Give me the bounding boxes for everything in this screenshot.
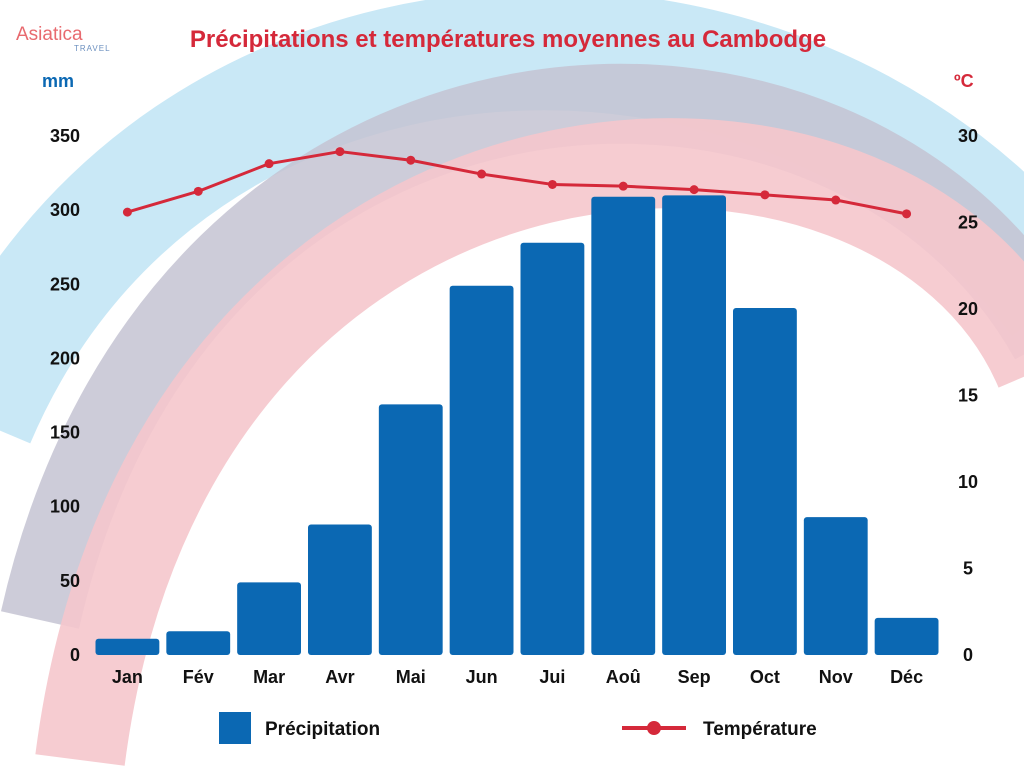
x-tick-label: Oct	[750, 667, 780, 687]
precipitation-bar[interactable]	[520, 242, 585, 655]
left-tick-label: 150	[50, 423, 80, 443]
precipitation-bar[interactable]	[237, 582, 301, 655]
left-axis-unit: mm	[42, 71, 74, 91]
temperature-point[interactable]	[902, 209, 912, 219]
x-tick-label: Nov	[819, 667, 853, 687]
x-tick-label: Mar	[253, 667, 285, 687]
right-tick-label: 0	[963, 645, 973, 665]
x-tick-label: Jun	[466, 667, 498, 687]
precipitation-bar[interactable]	[803, 517, 868, 655]
temperature-point[interactable]	[122, 207, 132, 217]
x-tick-label: Avr	[325, 667, 354, 687]
temperature-point[interactable]	[193, 186, 203, 196]
x-tick-label: Jan	[112, 667, 143, 687]
temperature-point[interactable]	[760, 190, 770, 200]
right-tick-label: 10	[958, 472, 978, 492]
chart-title: Précipitations et températures moyennes …	[190, 26, 826, 53]
left-tick-label: 300	[50, 200, 80, 220]
temperature-point[interactable]	[547, 179, 557, 189]
temperature-point[interactable]	[689, 185, 699, 195]
x-tick-label: Sep	[678, 667, 711, 687]
precipitation-bar[interactable]	[591, 196, 656, 655]
legend-temperature[interactable]: Température	[622, 719, 817, 740]
temperature-point[interactable]	[477, 169, 487, 179]
precipitation-bar[interactable]	[308, 524, 372, 655]
left-tick-label: 250	[50, 274, 80, 294]
arc-pink	[35, 118, 1024, 766]
left-tick-label: 50	[60, 571, 80, 591]
legend-precipitation[interactable]: Précipitation	[219, 712, 380, 744]
left-axis-ticks: 0 50 100 150 200 250 300 350	[50, 126, 80, 665]
asiatica-logo[interactable]: Asiatica TRAVEL	[16, 24, 111, 53]
precipitation-bars	[95, 195, 939, 656]
right-tick-label: 20	[958, 299, 978, 319]
precipitation-bar[interactable]	[449, 285, 514, 655]
temperature-point[interactable]	[831, 195, 841, 205]
x-tick-label: Jui	[539, 667, 565, 687]
precipitation-bar[interactable]	[378, 404, 443, 655]
right-axis-ticks: 0 5 10 15 20 25 30	[958, 126, 978, 665]
left-tick-label: 200	[50, 348, 80, 368]
x-tick-label: Aoû	[606, 667, 641, 687]
left-tick-label: 350	[50, 126, 80, 146]
left-tick-label: 100	[50, 497, 80, 517]
legend-bar-swatch	[219, 712, 251, 744]
temperature-line	[122, 147, 912, 219]
logo-brand: Asiatica	[16, 24, 83, 45]
precipitation-bar[interactable]	[733, 308, 797, 655]
precipitation-bar[interactable]	[874, 617, 939, 655]
temperature-polyline	[126, 150, 907, 216]
x-tick-label: Mai	[396, 667, 426, 687]
precipitation-bar[interactable]	[166, 631, 231, 655]
legend-bar-label: Précipitation	[265, 719, 380, 740]
precipitation-bar[interactable]	[95, 638, 160, 655]
right-tick-label: 30	[958, 126, 978, 146]
legend-line-marker	[647, 721, 661, 735]
logo-sub: TRAVEL	[74, 44, 111, 53]
legend: Précipitation Température	[219, 712, 817, 744]
right-tick-label: 5	[963, 559, 973, 579]
x-tick-label: Fév	[183, 667, 214, 687]
temperature-point[interactable]	[618, 181, 628, 191]
x-tick-label: Déc	[890, 667, 923, 687]
legend-line-label: Température	[703, 719, 817, 740]
x-axis-ticks: Jan Fév Mar Avr Mai Jun Jui Aoû Sep Oct Nov Déc	[112, 667, 923, 687]
right-axis-unit: ºC	[954, 71, 974, 91]
temperature-point[interactable]	[264, 159, 274, 169]
right-tick-label: 15	[958, 386, 978, 406]
temperature-point[interactable]	[335, 147, 345, 157]
right-tick-label: 25	[958, 213, 978, 233]
temperature-point[interactable]	[406, 155, 416, 165]
precipitation-bar[interactable]	[662, 195, 726, 656]
left-tick-label: 0	[70, 645, 80, 665]
